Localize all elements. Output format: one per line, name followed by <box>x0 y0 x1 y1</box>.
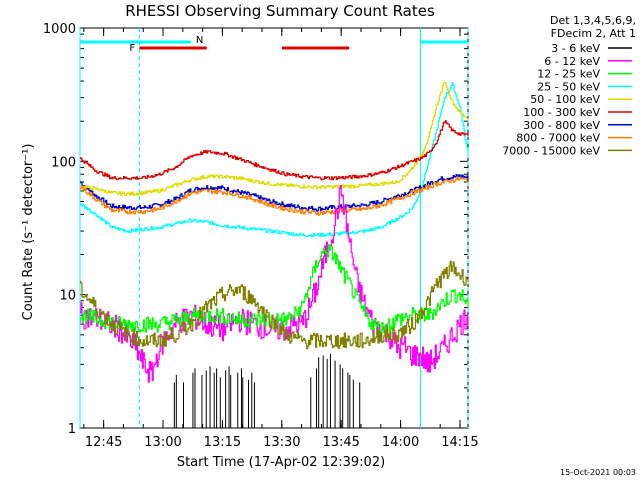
y-tick-label: 1 <box>68 422 76 437</box>
x-tick-label: 14:15 <box>441 435 478 450</box>
legend-entry-label: 3 - 6 keV <box>551 42 600 55</box>
series-25-50keV-line <box>80 82 469 238</box>
legend-entry-label: 7000 - 15000 keV <box>502 144 600 157</box>
legend-entry-label: 300 - 800 keV <box>523 119 600 132</box>
x-tick-label: 13:45 <box>322 435 359 450</box>
legend-entry-label: 50 - 100 keV <box>530 93 600 106</box>
series-6-12keV-line <box>80 185 469 383</box>
series-300-800keV-line <box>80 174 469 212</box>
legend-entry-label: 6 - 12 keV <box>544 55 600 68</box>
legend-entry-label: 12 - 25 keV <box>537 68 600 81</box>
series-100-300keV-line <box>80 120 469 181</box>
legend-entry-label: 100 - 300 keV <box>523 106 600 119</box>
legend-entry-label: 800 - 7000 keV <box>516 132 600 145</box>
legend: Det 1,3,4,5,6,9,FDecim 2, Att 1 3 - 6 keV… <box>502 14 636 157</box>
series-7000-15000keV-line <box>80 260 469 350</box>
y-tick-label: 10 <box>59 289 76 304</box>
x-axis-label: Start Time (17-Apr-02 12:39:02) <box>177 455 385 470</box>
x-tick-label: 13:00 <box>144 435 181 450</box>
x-tick-label: 14:00 <box>382 435 419 450</box>
x-tick-label: 13:15 <box>204 435 241 450</box>
legend-entry-label: 25 - 50 keV <box>537 80 600 93</box>
plot-frame <box>79 27 469 429</box>
x-tick-label: 13:30 <box>263 435 300 450</box>
y-axis-label: Count Rate (s⁻¹ detector⁻¹) <box>21 144 36 321</box>
legend-header-line: Det 1,3,4,5,6,9, <box>550 14 636 27</box>
y-tick-label: 1000 <box>43 22 76 37</box>
series-800-7000keV-line <box>80 176 469 216</box>
flare-flag-label: F <box>129 43 135 54</box>
footer-date: 15-Oct-2021 00:03 <box>560 468 636 477</box>
y-tick-label: 100 <box>51 155 76 170</box>
legend-header-line: FDecim 2, Att 1 <box>551 27 636 40</box>
x-tick-label: 12:45 <box>85 435 122 450</box>
series-50-100keV-line <box>80 81 469 197</box>
plot-area: 1 10 100 1000 12:45 13:00 13:15 13:30 13:45 14:00… <box>43 22 479 450</box>
night-flag-label: N <box>196 35 203 46</box>
chart-title: RHESSI Observing Summary Count Rates <box>125 2 435 20</box>
